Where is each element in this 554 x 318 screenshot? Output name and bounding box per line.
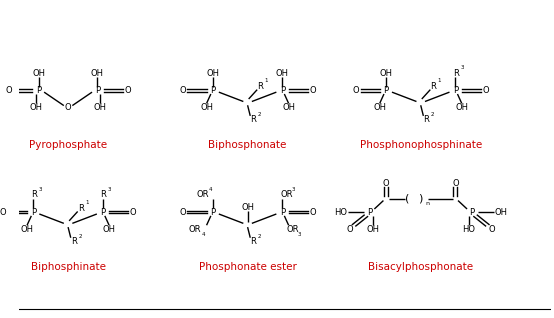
Text: O: O bbox=[179, 86, 186, 95]
Text: 1: 1 bbox=[438, 79, 442, 83]
Text: P: P bbox=[280, 208, 285, 217]
Text: O: O bbox=[309, 208, 316, 217]
Text: 2: 2 bbox=[258, 234, 261, 239]
Text: P: P bbox=[95, 86, 100, 95]
Text: Biphosphonate: Biphosphonate bbox=[208, 140, 287, 150]
Text: OH: OH bbox=[455, 103, 468, 112]
Text: 3: 3 bbox=[108, 187, 111, 192]
Text: R: R bbox=[101, 190, 106, 199]
Text: HO: HO bbox=[334, 208, 347, 217]
Text: OH: OH bbox=[494, 208, 507, 217]
Text: R: R bbox=[257, 82, 263, 91]
Text: 4: 4 bbox=[209, 187, 212, 192]
Text: R: R bbox=[32, 190, 37, 199]
Text: OH: OH bbox=[91, 69, 104, 78]
Text: P: P bbox=[100, 208, 105, 217]
Text: R: R bbox=[250, 237, 256, 246]
Text: R: R bbox=[453, 69, 459, 78]
Text: O: O bbox=[483, 86, 489, 95]
Text: O: O bbox=[125, 86, 131, 95]
Text: O: O bbox=[452, 179, 459, 188]
Text: 1: 1 bbox=[85, 200, 89, 205]
Text: OR: OR bbox=[196, 190, 209, 199]
Text: Phosphonate ester: Phosphonate ester bbox=[199, 262, 296, 272]
Text: O: O bbox=[352, 86, 359, 95]
Text: P: P bbox=[211, 208, 216, 217]
Text: OH: OH bbox=[282, 103, 295, 112]
Text: R: R bbox=[250, 115, 256, 124]
Text: 3: 3 bbox=[39, 187, 42, 192]
Text: OH: OH bbox=[20, 225, 34, 234]
Text: O: O bbox=[179, 208, 186, 217]
Text: O: O bbox=[5, 86, 12, 95]
Text: n: n bbox=[425, 201, 429, 206]
Text: 1: 1 bbox=[265, 79, 268, 83]
Text: OH: OH bbox=[29, 103, 43, 112]
Text: R: R bbox=[78, 204, 84, 213]
Text: R: R bbox=[430, 82, 436, 91]
Text: 3: 3 bbox=[292, 187, 295, 192]
Text: ): ) bbox=[418, 194, 423, 204]
Text: OH: OH bbox=[379, 69, 393, 78]
Text: OH: OH bbox=[366, 225, 379, 234]
Text: OR: OR bbox=[281, 190, 293, 199]
Text: P: P bbox=[36, 86, 42, 95]
Text: O: O bbox=[309, 86, 316, 95]
Text: OH: OH bbox=[241, 203, 254, 212]
Text: 2: 2 bbox=[431, 112, 434, 117]
Text: R: R bbox=[423, 115, 429, 124]
Text: OH: OH bbox=[207, 69, 219, 78]
Text: OR: OR bbox=[189, 225, 201, 234]
Text: 3: 3 bbox=[297, 232, 301, 238]
Text: P: P bbox=[453, 86, 458, 95]
Text: OH: OH bbox=[102, 225, 116, 234]
Text: O: O bbox=[65, 103, 71, 112]
Text: 4: 4 bbox=[201, 232, 205, 238]
Text: OH: OH bbox=[32, 69, 45, 78]
Text: P: P bbox=[211, 86, 216, 95]
Text: P: P bbox=[383, 86, 389, 95]
Text: P: P bbox=[31, 208, 36, 217]
Text: P: P bbox=[367, 208, 373, 217]
Text: Phosphonophosphinate: Phosphonophosphinate bbox=[360, 140, 482, 150]
Text: 2: 2 bbox=[258, 112, 261, 117]
Text: P: P bbox=[280, 86, 285, 95]
Text: O: O bbox=[130, 208, 136, 217]
Text: O: O bbox=[488, 225, 495, 234]
Text: P: P bbox=[469, 208, 474, 217]
Text: O: O bbox=[0, 208, 7, 217]
Text: O: O bbox=[383, 179, 389, 188]
Text: OH: OH bbox=[200, 103, 213, 112]
Text: OH: OH bbox=[373, 103, 386, 112]
Text: Bisacylphosphonate: Bisacylphosphonate bbox=[368, 262, 473, 272]
Text: 2: 2 bbox=[78, 234, 81, 239]
Text: R: R bbox=[71, 237, 76, 246]
Text: O: O bbox=[347, 225, 353, 234]
Text: OR: OR bbox=[286, 225, 299, 234]
Text: Pyrophosphate: Pyrophosphate bbox=[29, 140, 107, 150]
Text: OH: OH bbox=[94, 103, 106, 112]
Text: OH: OH bbox=[276, 69, 289, 78]
Text: (: ( bbox=[405, 194, 409, 204]
Text: Biphosphinate: Biphosphinate bbox=[30, 262, 106, 272]
Text: 3: 3 bbox=[461, 65, 464, 70]
Text: HO: HO bbox=[462, 225, 475, 234]
